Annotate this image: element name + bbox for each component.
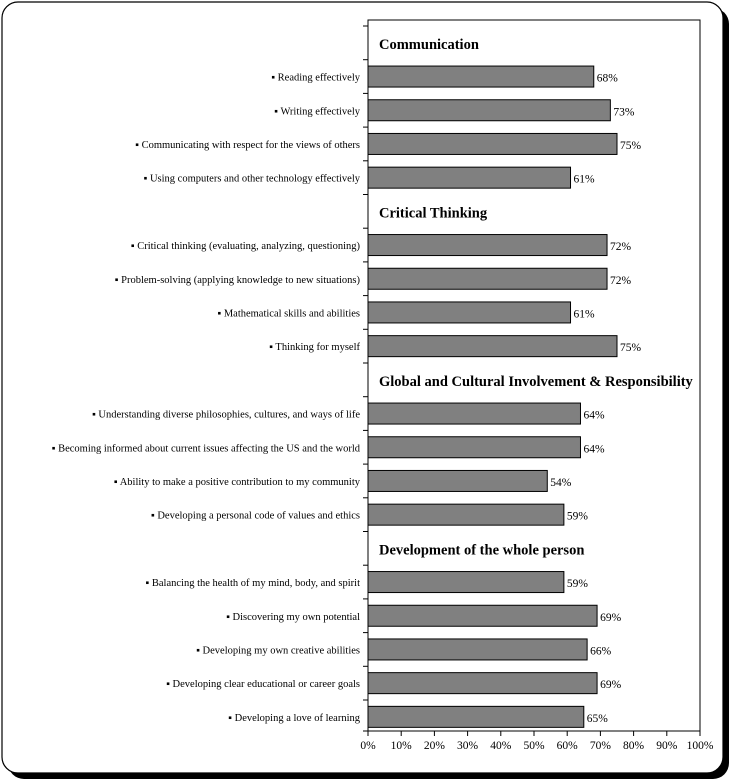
data-label: 75% — [620, 140, 642, 152]
data-label: 64% — [583, 410, 605, 422]
bar — [367, 469, 548, 492]
category-label: ▪ Mathematical skills and abilities — [217, 308, 360, 319]
data-label: 54% — [550, 477, 572, 489]
bar — [367, 604, 598, 627]
bar — [367, 571, 565, 594]
category-label: ▪ Writing effectively — [274, 106, 360, 117]
category-label: ▪ Developing a love of learning — [228, 713, 360, 724]
data-label: 69% — [600, 612, 622, 624]
data-label: 69% — [600, 679, 622, 691]
bar — [367, 301, 572, 324]
bar — [367, 335, 618, 358]
bar — [367, 234, 608, 257]
data-label: 72% — [610, 241, 632, 253]
category-label: ▪ Developing clear educational or career… — [166, 679, 360, 690]
bar — [367, 503, 565, 526]
x-tick-label: 80% — [623, 740, 645, 752]
x-tick-label: 20% — [424, 740, 446, 752]
category-label: ▪ Balancing the health of my mind, body,… — [146, 578, 361, 589]
data-label: 59% — [567, 511, 589, 523]
bar — [367, 65, 595, 88]
bar — [367, 166, 572, 189]
data-label: 59% — [567, 578, 589, 590]
bar — [367, 267, 608, 290]
group-title: Communication — [379, 37, 479, 53]
x-tick-label: 70% — [590, 740, 612, 752]
bar — [367, 402, 581, 425]
category-label: ▪ Problem-solving (applying knowledge to… — [115, 275, 361, 286]
data-label: 68% — [597, 73, 619, 85]
bar — [367, 638, 588, 661]
category-label: ▪ Developing my own creative abilities — [196, 645, 360, 656]
category-label: ▪ Thinking for myself — [269, 342, 360, 353]
category-label: ▪ Becoming informed about current issues… — [52, 443, 361, 454]
group-title: Global and Cultural Involvement & Respon… — [379, 374, 694, 390]
data-label: 75% — [620, 342, 642, 354]
data-label: 72% — [610, 275, 632, 287]
x-tick-label: 50% — [523, 740, 545, 752]
bar — [367, 672, 598, 695]
bar — [367, 99, 611, 122]
data-label: 73% — [613, 106, 635, 118]
bar — [367, 705, 585, 728]
category-label: ▪ Using computers and other technology e… — [144, 174, 361, 185]
bar — [367, 132, 618, 155]
group-title: Critical Thinking — [379, 205, 488, 221]
x-tick-label: 100% — [687, 740, 714, 752]
data-label: 65% — [587, 713, 609, 725]
category-label: ▪ Understanding diverse philosophies, cu… — [92, 410, 360, 421]
x-tick-label: 10% — [391, 740, 413, 752]
x-tick-label: 30% — [457, 740, 479, 752]
data-label: 66% — [590, 645, 612, 657]
bar — [367, 436, 581, 459]
category-label: ▪ Communicating with respect for the vie… — [135, 140, 360, 151]
x-tick-label: 90% — [656, 740, 678, 752]
data-label: 64% — [583, 443, 605, 455]
data-label: 61% — [574, 308, 596, 320]
category-label: ▪ Discovering my own potential — [226, 612, 360, 623]
category-label: ▪ Reading effectively — [271, 73, 360, 84]
category-label: ▪ Critical thinking (evaluating, analyzi… — [131, 241, 361, 252]
category-label: ▪ Developing a personal code of values a… — [151, 511, 360, 522]
group-title: Development of the whole person — [379, 542, 584, 558]
data-label: 61% — [574, 174, 596, 186]
x-tick-label: 40% — [490, 740, 512, 752]
x-tick-label: 0% — [360, 740, 376, 752]
x-tick-label: 60% — [557, 740, 579, 752]
category-label: ▪ Ability to make a positive contributio… — [114, 477, 361, 488]
